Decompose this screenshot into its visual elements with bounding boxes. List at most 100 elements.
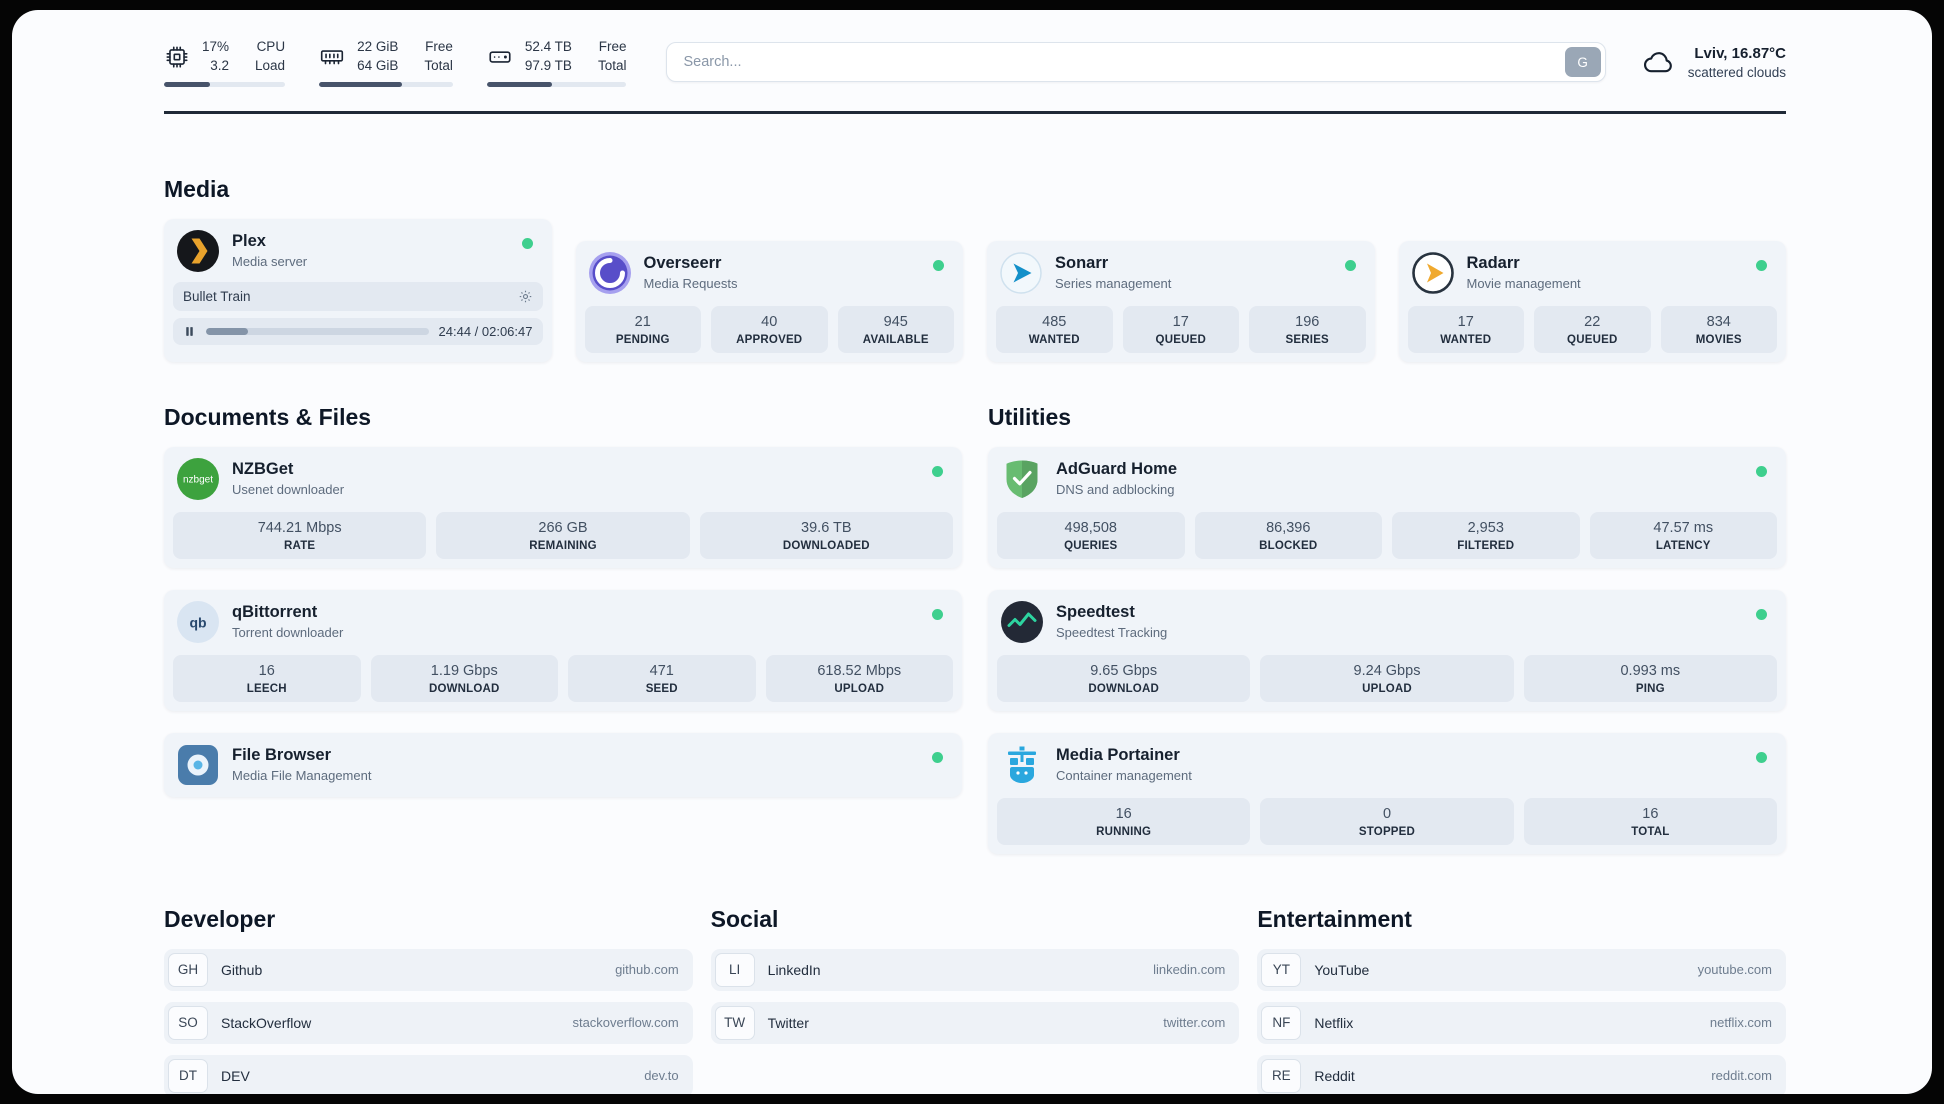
search-input[interactable]: [666, 42, 1606, 83]
weather-widget: Lviv, 16.87°C scattered clouds: [1642, 45, 1786, 80]
stat-queued: 17 QUEUED: [1122, 305, 1239, 353]
entertainment-bookmarks: Entertainment YT YouTube youtube.com NF …: [1257, 906, 1786, 1094]
app-name: File Browser: [232, 746, 332, 765]
status-dot: [1344, 259, 1356, 271]
stat-label: STOPPED: [1358, 825, 1416, 838]
app-subtitle: Torrent downloader: [232, 625, 344, 641]
memory-total: 64 GiB: [357, 57, 399, 73]
filebrowser-card[interactable]: File Browser Media File Management: [164, 732, 962, 797]
cpu-usage-bar: [164, 81, 286, 87]
pause-icon[interactable]: [183, 325, 196, 338]
app-subtitle: Media Requests: [643, 276, 738, 292]
header-divider: [164, 110, 1786, 114]
bookmark-reddit[interactable]: RE Reddit reddit.com: [1257, 1054, 1786, 1094]
bookmark-url: stackoverflow.com: [572, 1015, 679, 1031]
stat-value: 86,396: [1266, 519, 1311, 536]
cpu-icon: [164, 44, 190, 70]
speedtest-card[interactable]: Speedtest Speedtest Tracking 9.65 Gbps D…: [988, 589, 1786, 711]
bookmark-abbr: SO: [168, 1005, 208, 1040]
app-name: Sonarr: [1055, 254, 1109, 273]
stat-rate: 744.21 Mbps RATE: [173, 511, 427, 559]
stat-value: 266 GB: [538, 519, 588, 536]
bookmark-twitter[interactable]: TW Twitter twitter.com: [710, 1001, 1240, 1044]
app-subtitle: Media server: [232, 254, 308, 270]
social-bookmarks: Social LI LinkedIn linkedin.com TW Twitt…: [710, 906, 1240, 1094]
memory-usage-bar: [319, 81, 453, 87]
disk-widget: 52.4 TB 97.9 TB Free Total: [486, 38, 627, 87]
stat-latency: 47.57 ms LATENCY: [1589, 511, 1777, 559]
portainer-card[interactable]: Media Portainer Container management 16 …: [988, 732, 1786, 854]
bookmark-linkedin[interactable]: LI LinkedIn linkedin.com: [710, 948, 1240, 991]
plex-card[interactable]: Plex Media server Bullet Train: [164, 218, 552, 362]
status-dot: [932, 465, 943, 477]
stat-label: BLOCKED: [1259, 539, 1318, 552]
stat-total: 16 TOTAL: [1523, 797, 1777, 845]
bookmark-name: DEV: [221, 1067, 250, 1084]
utilities-section-title: Utilities: [988, 403, 1072, 430]
memory-free: 22 GiB: [357, 39, 399, 54]
media-section-title: Media: [164, 175, 230, 202]
stat-label: PING: [1635, 682, 1665, 695]
entertainment-section-title: Entertainment: [1257, 905, 1412, 932]
cpu-widget: 17% 3.2 CPU Load: [164, 38, 286, 87]
app-subtitle: Media File Management: [232, 768, 372, 784]
stat-label: REMAINING: [529, 539, 597, 552]
app-subtitle: Movie management: [1466, 276, 1581, 292]
status-dot: [933, 259, 944, 271]
sonarr-icon: [1000, 252, 1042, 294]
bookmark-url: linkedin.com: [1153, 962, 1226, 978]
stat-label: WANTED: [1028, 333, 1080, 346]
cloud-icon: [1642, 45, 1676, 79]
bookmark-youtube[interactable]: YT YouTube youtube.com: [1257, 948, 1786, 991]
qbittorrent-card[interactable]: qb qBittorrent Torrent downloader 16 LEE…: [164, 589, 962, 711]
stat-label: PENDING: [615, 333, 670, 346]
stat-value: 40: [761, 313, 778, 330]
now-playing-title: Bullet Train: [183, 288, 251, 304]
stat-queries: 498,508 QUERIES: [997, 511, 1185, 559]
stat-approved: 40 APPROVED: [711, 305, 828, 353]
stat-value: 196: [1295, 313, 1320, 330]
svg-text:qb: qb: [189, 614, 206, 630]
now-playing-settings-icon[interactable]: [518, 289, 533, 304]
memory-widget: 22 GiB 64 GiB Free Total: [319, 38, 453, 87]
media-section: Media Plex Media server Bullet Train: [164, 176, 1786, 362]
bookmark-name: YouTube: [1314, 961, 1370, 978]
bookmark-url: dev.to: [644, 1068, 679, 1084]
sonarr-card[interactable]: Sonarr Series management 485 WANTED 17 Q…: [987, 240, 1375, 362]
search-provider-button[interactable]: G: [1564, 47, 1601, 78]
filebrowser-icon: [177, 744, 219, 786]
stat-value: 2,953: [1467, 519, 1504, 536]
search-bar: G: [666, 42, 1606, 83]
bookmark-stackoverflow[interactable]: SO StackOverflow stackoverflow.com: [164, 1001, 693, 1044]
bookmark-netflix[interactable]: NF Netflix netflix.com: [1257, 1001, 1786, 1044]
stat-value: 39.6 TB: [801, 519, 852, 536]
stat-movies: 834 MOVIES: [1660, 305, 1777, 353]
bookmark-abbr: GH: [168, 952, 208, 987]
stat-value: 9.65 Gbps: [1090, 662, 1158, 679]
nzbget-icon: nzbget: [177, 457, 219, 500]
stat-value: 47.57 ms: [1653, 519, 1714, 536]
stat-blocked: 86,396 BLOCKED: [1194, 511, 1382, 559]
status-dot: [932, 608, 943, 620]
bookmark-dev[interactable]: DT DEV dev.to: [164, 1054, 693, 1094]
stat-value: 16: [258, 662, 275, 679]
stat-value: 9.24 Gbps: [1353, 662, 1421, 679]
portainer-icon: [1001, 744, 1043, 786]
stat-upload: 9.24 Gbps UPLOAD: [1260, 654, 1514, 702]
disk-total-label: Total: [597, 57, 627, 73]
overseerr-card[interactable]: Overseerr Media Requests 21 PENDING 40 A…: [575, 240, 963, 362]
cpu-percent: 17%: [202, 39, 230, 54]
disk-usage-bar: [486, 81, 627, 87]
stat-leech: 16 LEECH: [173, 654, 361, 702]
bookmark-github[interactable]: GH Github github.com: [164, 948, 693, 991]
app-name: qBittorrent: [232, 603, 318, 622]
nzbget-card[interactable]: nzbget NZBGet Usenet downloader 744.21 M…: [164, 446, 962, 568]
playback-bar: 24:44 / 02:06:47: [173, 317, 543, 345]
radarr-card[interactable]: Radarr Movie management 17 WANTED 22 QUE…: [1398, 240, 1786, 362]
weather-location: Lviv, 16.87°C: [1694, 44, 1786, 62]
bookmark-url: twitter.com: [1163, 1015, 1226, 1031]
adguard-card[interactable]: AdGuard Home DNS and adblocking 498,508 …: [988, 446, 1786, 568]
stat-available: 945 AVAILABLE: [837, 305, 954, 353]
bookmark-abbr: DT: [168, 1058, 208, 1093]
